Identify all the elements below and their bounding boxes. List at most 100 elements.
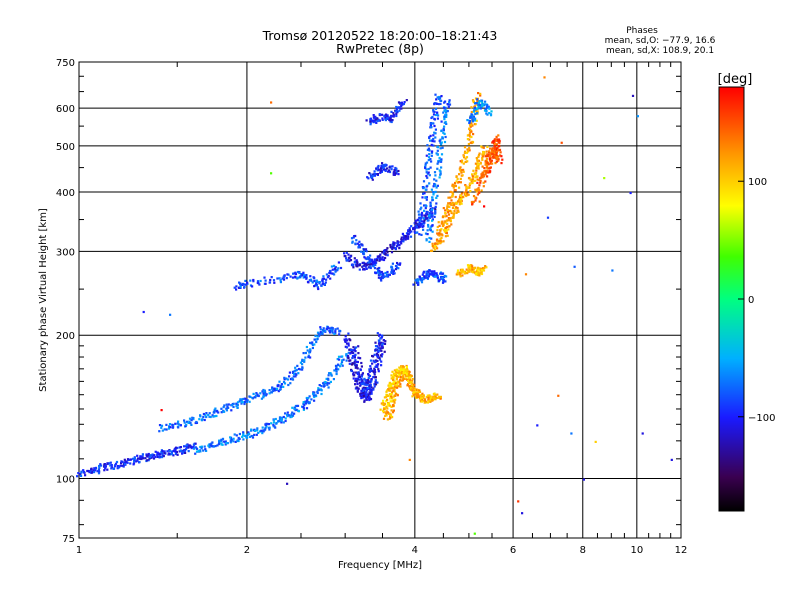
echo-point <box>321 279 324 282</box>
echo-point <box>214 445 217 448</box>
echo-point <box>280 416 283 419</box>
echo-point <box>468 121 471 125</box>
echo-point <box>317 387 320 390</box>
echo-point <box>313 343 316 346</box>
echo-point <box>447 196 450 199</box>
echo-point <box>459 166 462 169</box>
echo-point <box>406 235 409 238</box>
echo-point <box>278 277 281 280</box>
echo-point <box>419 224 422 227</box>
echo-point <box>314 338 318 341</box>
echo-point <box>430 237 433 240</box>
echo-point <box>373 172 376 175</box>
echo-point <box>397 267 400 270</box>
echo-point <box>372 388 375 391</box>
echo-point <box>311 346 314 350</box>
echo-point <box>267 423 270 426</box>
echo-point <box>474 97 478 100</box>
echo-point <box>287 414 290 417</box>
echo-point <box>252 280 255 283</box>
echo-point <box>247 431 250 434</box>
echo-point <box>420 400 423 403</box>
echo-point <box>486 170 490 173</box>
echo-point <box>174 422 177 425</box>
echo-point <box>389 385 392 388</box>
echo-point <box>407 229 410 232</box>
echo-point <box>336 358 339 361</box>
echo-point <box>271 386 274 389</box>
echo-point <box>473 267 476 270</box>
echo-point <box>427 397 430 400</box>
echo-point <box>365 267 368 270</box>
echo-point <box>395 368 398 371</box>
echo-point <box>434 93 437 96</box>
echo-point <box>347 342 350 345</box>
echo-point <box>238 281 241 284</box>
echo-point <box>313 399 316 402</box>
echo-point <box>324 380 327 384</box>
echo-point <box>394 172 397 175</box>
echo-point <box>422 222 425 225</box>
echo-point <box>396 106 399 109</box>
echo-point <box>347 332 350 335</box>
echo-point <box>330 326 333 329</box>
echo-point <box>369 254 372 257</box>
echo-point <box>375 173 378 176</box>
echo-point <box>358 268 361 271</box>
echo-point <box>86 469 89 473</box>
echo-point <box>432 191 435 194</box>
echo-point <box>381 346 384 350</box>
echo-point <box>374 349 377 352</box>
echo-point <box>123 462 127 466</box>
echo-point <box>470 122 473 125</box>
echo-point <box>390 377 393 380</box>
echo-point <box>290 413 293 416</box>
echo-point <box>483 167 486 170</box>
echo-point <box>93 471 96 474</box>
echo-point <box>473 106 476 109</box>
echo-point <box>346 339 349 342</box>
echo-point <box>405 366 408 369</box>
echo-point <box>304 274 307 277</box>
stray-echo-point <box>473 532 476 535</box>
echo-point <box>177 423 181 426</box>
echo-point <box>421 278 424 281</box>
echo-point <box>345 257 348 260</box>
echo-point <box>440 120 443 123</box>
echo-point <box>221 443 224 446</box>
echo-point <box>425 185 428 188</box>
echo-point <box>363 400 366 403</box>
echo-point <box>482 153 485 156</box>
echo-point <box>295 369 298 372</box>
echo-point <box>406 384 409 387</box>
echo-point <box>479 107 482 110</box>
echo-point <box>119 464 122 467</box>
echo-point <box>204 448 207 451</box>
echo-point <box>387 275 390 278</box>
echo-point <box>330 265 333 268</box>
echo-point <box>399 376 402 379</box>
echo-point <box>369 266 372 270</box>
echo-point <box>375 364 378 367</box>
echo-point <box>475 157 478 160</box>
echo-point <box>352 351 355 355</box>
echo-point <box>474 112 477 116</box>
echo-point <box>362 392 365 395</box>
echo-point <box>174 452 178 456</box>
echo-point <box>476 159 479 163</box>
echo-point <box>407 375 410 378</box>
echo-point <box>483 175 486 178</box>
echo-point <box>270 391 273 394</box>
echo-point <box>426 172 429 175</box>
echo-point <box>458 196 462 199</box>
echo-point <box>293 373 296 376</box>
y-tick-label: 400 <box>56 188 75 199</box>
echo-point <box>475 101 479 105</box>
echo-point <box>434 184 437 187</box>
echo-point <box>366 386 370 390</box>
echo-point <box>273 425 276 428</box>
echo-point <box>243 285 246 289</box>
echo-point <box>357 245 360 248</box>
echo-point <box>176 453 179 456</box>
echo-point <box>460 197 463 200</box>
